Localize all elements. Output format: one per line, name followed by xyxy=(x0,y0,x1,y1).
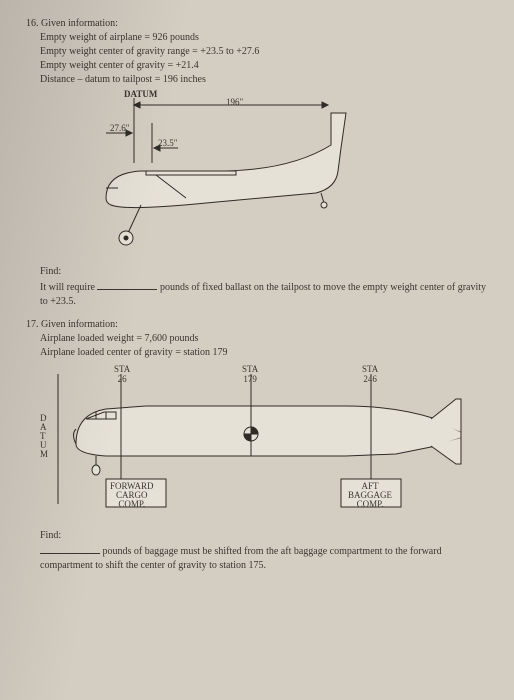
question-17: 17. Given information: Airplane loaded w… xyxy=(26,319,494,573)
q16-answer: It will require pounds of fixed ballast … xyxy=(40,281,494,309)
q16-given-label: Given information: xyxy=(41,18,118,29)
q17-number: 17. xyxy=(26,319,39,330)
q16-line-1: Empty weight of airplane = 926 pounds xyxy=(40,32,494,43)
length-196-label: 196" xyxy=(226,97,243,107)
q16-answer-pre: It will require xyxy=(40,282,95,293)
sta-246-label: STA246 xyxy=(362,364,378,384)
forward-cargo-label: FORWARD CARGO COMP. xyxy=(110,482,154,509)
q17-header: 17. Given information: xyxy=(26,319,494,330)
q16-line-3: Empty weight center of gravity = +21.4 xyxy=(40,60,494,71)
q16-header: 16. Given information: xyxy=(26,18,494,29)
airplane-plan-svg xyxy=(36,364,466,524)
q16-line-4: Distance – datum to tailpost = 196 inche… xyxy=(40,74,494,85)
q17-blank xyxy=(40,545,100,554)
cg-276-label: 27.6" xyxy=(110,123,129,133)
q17-answer: pounds of baggage must be shifted from t… xyxy=(40,545,494,573)
q17-given-label: Given information: xyxy=(41,319,118,330)
q16-blank xyxy=(97,281,157,290)
airplane-side-svg xyxy=(86,93,386,258)
q17-line-2: Airplane loaded center of gravity = stat… xyxy=(40,347,494,358)
q17-line-1: Airplane loaded weight = 7,600 pounds xyxy=(40,333,494,344)
cg-235-label: 23.5" xyxy=(158,138,177,148)
q16-line-2: Empty weight center of gravity range = +… xyxy=(40,46,494,57)
q16-find-label: Find: xyxy=(40,266,494,277)
q17-diagram: DATUM STA26 STA179 STA246 FORWARD CARGO … xyxy=(36,364,466,524)
question-16: 16. Given information: Empty weight of a… xyxy=(26,18,494,309)
aft-baggage-label: AFT BAGGAGE COMP. xyxy=(348,482,392,509)
sta-179-label: STA179 xyxy=(242,364,258,384)
q17-find-label: Find: xyxy=(40,530,494,541)
q17-answer-post: pounds of baggage must be shifted from t… xyxy=(40,546,442,571)
datum-vertical-label: DATUM xyxy=(40,414,49,459)
sta-26-label: STA26 xyxy=(114,364,130,384)
datum-label: DATUM xyxy=(124,89,157,99)
q16-number: 16. xyxy=(26,18,39,29)
q16-diagram: DATUM 196" 27.6" 23.5" xyxy=(86,93,386,258)
